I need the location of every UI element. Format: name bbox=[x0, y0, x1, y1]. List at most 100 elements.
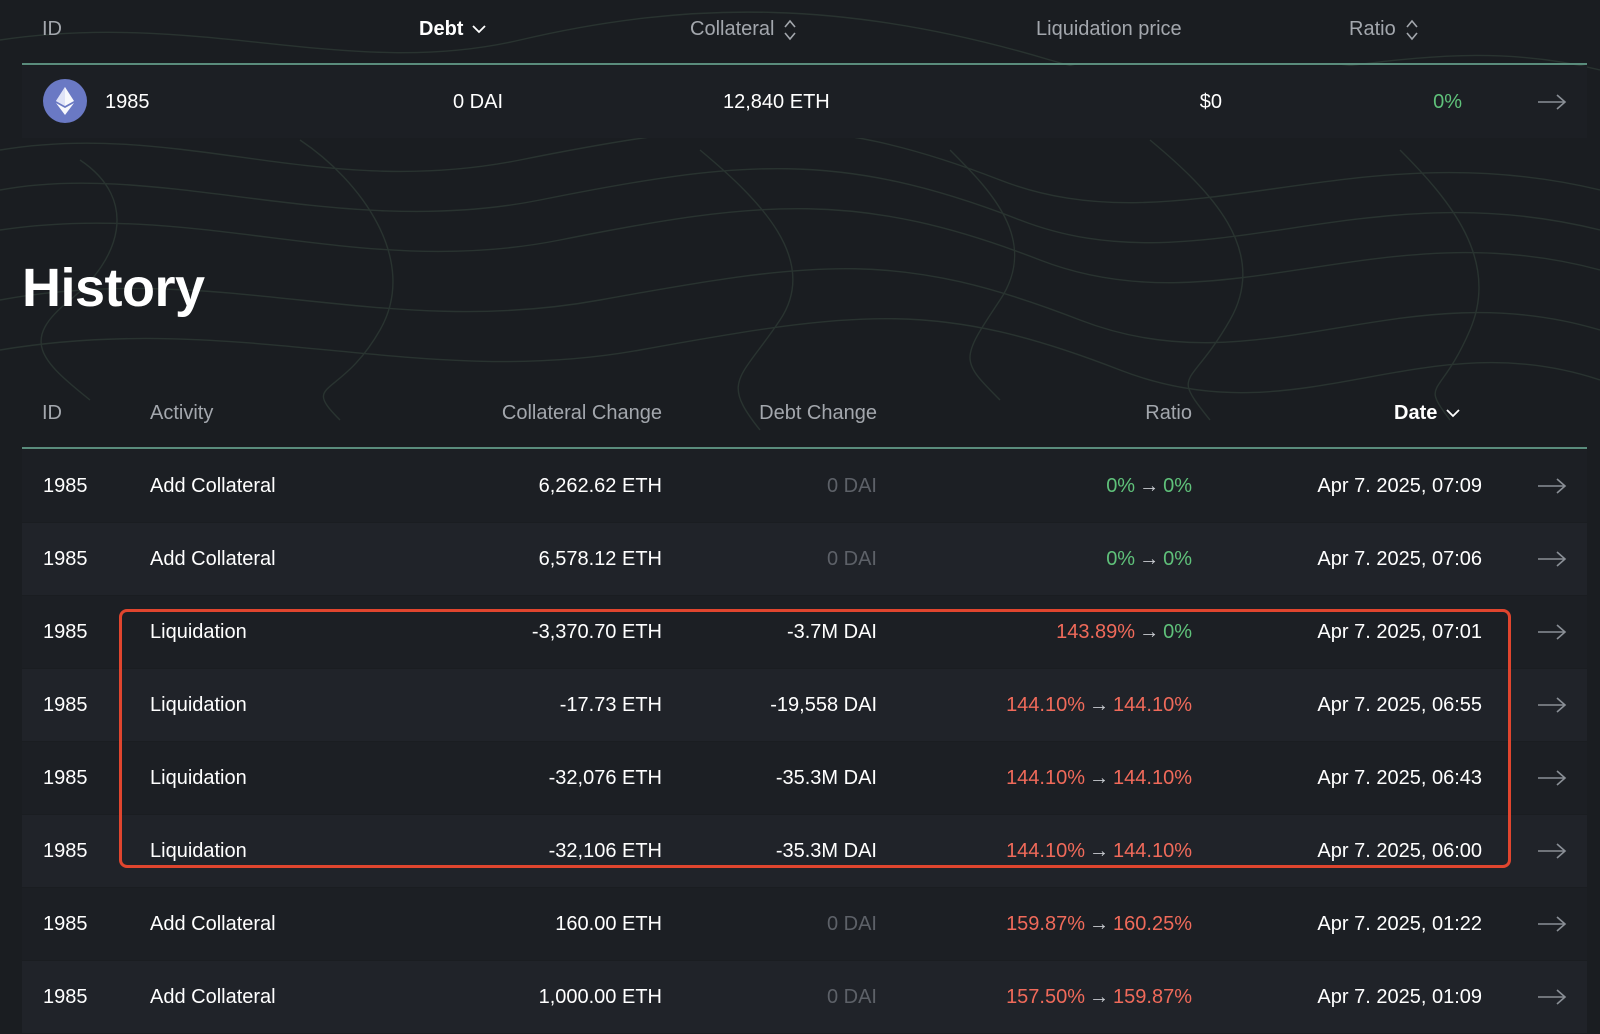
table-row[interactable]: 1985 Add Collateral 1,000.00 ETH 0 DAI 157.5… bbox=[22, 961, 1587, 1033]
arrow-right-icon[interactable] bbox=[1537, 622, 1567, 642]
row-collateral-change: 160.00 ETH bbox=[555, 913, 662, 935]
row-ratio: 0% → 0% bbox=[940, 474, 1192, 498]
vault-liquidation-price: $0 bbox=[1199, 91, 1222, 113]
vault-header-id: ID bbox=[42, 18, 62, 40]
ratio-to: 159.87% bbox=[1113, 986, 1192, 1008]
ethereum-icon bbox=[43, 79, 87, 123]
row-date: Apr 7. 2025, 06:43 bbox=[1317, 767, 1482, 789]
ratio-from: 159.87% bbox=[1006, 913, 1086, 935]
vault-collateral: 12,840 ETH bbox=[723, 91, 830, 113]
ratio-from: 0% bbox=[1106, 548, 1136, 570]
row-collateral-change: -3,370.70 ETH bbox=[531, 621, 662, 643]
row-activity: Add Collateral bbox=[150, 913, 276, 935]
row-id: 1985 bbox=[43, 986, 88, 1008]
ratio-to: 0% bbox=[1163, 548, 1192, 570]
vault-header-divider bbox=[22, 63, 1587, 65]
table-row[interactable]: 1985 Add Collateral 160.00 ETH 0 DAI 159.87%… bbox=[22, 888, 1587, 960]
ratio-to: 160.25% bbox=[1113, 913, 1192, 935]
row-ratio: 143.89% → 0% bbox=[940, 620, 1192, 644]
row-debt-change: -3.7M DAI bbox=[786, 621, 877, 643]
ratio-from: 144.10% bbox=[1006, 840, 1086, 862]
table-row[interactable]: 1985 Liquidation -17.73 ETH -19,558 DAI 144.… bbox=[22, 669, 1587, 741]
history-header-date[interactable]: Date bbox=[1394, 402, 1460, 425]
row-debt-change: -35.3M DAI bbox=[775, 840, 877, 862]
vault-row[interactable]: 1985 0 DAI 12,840 ETH $0 0% bbox=[22, 66, 1587, 138]
row-id: 1985 bbox=[43, 767, 88, 789]
table-row[interactable]: 1985 Add Collateral 6,262.62 ETH 0 DAI 0% → 0%… bbox=[22, 450, 1587, 522]
row-activity: Add Collateral bbox=[150, 548, 276, 570]
history-header-activity: Activity bbox=[150, 402, 214, 424]
table-row[interactable]: 1985 Liquidation -32,106 ETH -35.3M DAI 144.… bbox=[22, 815, 1587, 887]
history-header-ratio: Ratio bbox=[1145, 402, 1192, 424]
table-row[interactable]: 1985 Liquidation -32,076 ETH -35.3M DAI 144.… bbox=[22, 742, 1587, 814]
vault-debt: 0 DAI bbox=[453, 91, 504, 113]
row-debt-change: 0 DAI bbox=[826, 475, 877, 497]
arrow-right-icon: → bbox=[1139, 475, 1160, 497]
arrow-right-icon: → bbox=[1089, 694, 1110, 716]
row-debt-change: 0 DAI bbox=[826, 913, 877, 935]
row-collateral-change: 6,578.12 ETH bbox=[538, 548, 662, 570]
vault-id: 1985 bbox=[105, 91, 150, 113]
arrow-right-icon[interactable] bbox=[1537, 768, 1567, 788]
history-header-debt-change: Debt Change bbox=[759, 402, 877, 424]
row-date: Apr 7. 2025, 07:06 bbox=[1317, 548, 1482, 570]
arrow-right-icon[interactable] bbox=[1537, 914, 1567, 934]
row-ratio: 144.10% → 144.10% bbox=[940, 839, 1192, 863]
ratio-from: 0% bbox=[1106, 475, 1136, 497]
vault-header-collateral[interactable]: Collateral bbox=[690, 18, 797, 41]
row-collateral-change: -32,076 ETH bbox=[548, 767, 662, 789]
arrow-right-icon: → bbox=[1089, 913, 1110, 935]
vault-header-liquidation-price: Liquidation price bbox=[1036, 18, 1182, 40]
arrow-right-icon[interactable] bbox=[1537, 841, 1567, 861]
row-id: 1985 bbox=[43, 621, 88, 643]
ratio-to: 0% bbox=[1163, 475, 1192, 497]
arrow-right-icon[interactable] bbox=[1537, 476, 1567, 496]
arrow-right-icon: → bbox=[1089, 840, 1110, 862]
sort-icon bbox=[784, 19, 797, 40]
row-id: 1985 bbox=[43, 548, 88, 570]
row-ratio: 159.87% → 160.25% bbox=[940, 912, 1192, 936]
history-header-collateral-change: Collateral Change bbox=[501, 402, 662, 424]
ratio-from: 144.10% bbox=[1006, 694, 1086, 716]
ratio-from: 144.10% bbox=[1006, 767, 1086, 789]
row-date: Apr 7. 2025, 06:00 bbox=[1317, 840, 1482, 862]
row-activity: Liquidation bbox=[150, 767, 247, 789]
row-activity: Add Collateral bbox=[150, 475, 276, 497]
row-activity: Liquidation bbox=[150, 840, 247, 862]
vault-header-debt[interactable]: Debt bbox=[419, 18, 487, 41]
sort-icon bbox=[1406, 19, 1418, 40]
arrow-right-icon[interactable] bbox=[1537, 549, 1567, 569]
history-title: History bbox=[22, 258, 205, 318]
arrow-right-icon: → bbox=[1139, 621, 1160, 643]
arrow-right-icon[interactable] bbox=[1537, 987, 1567, 1007]
row-date: Apr 7. 2025, 01:22 bbox=[1317, 913, 1482, 935]
ratio-to: 0% bbox=[1163, 621, 1192, 643]
table-row[interactable]: 1985 Liquidation -3,370.70 ETH -3.7M DAI 143… bbox=[22, 596, 1587, 668]
ratio-to: 144.10% bbox=[1113, 840, 1192, 862]
arrow-right-icon[interactable] bbox=[1537, 695, 1567, 715]
chevron-down-icon bbox=[472, 25, 487, 34]
arrow-right-icon: → bbox=[1139, 548, 1160, 570]
vault-ratio: 0% bbox=[1433, 91, 1462, 113]
row-date: Apr 7. 2025, 07:09 bbox=[1317, 475, 1482, 497]
arrow-right-icon[interactable] bbox=[1537, 92, 1567, 112]
row-debt-change: -35.3M DAI bbox=[775, 767, 877, 789]
ratio-from: 143.89% bbox=[1056, 621, 1136, 643]
row-ratio: 157.50% → 159.87% bbox=[940, 985, 1192, 1009]
row-date: Apr 7. 2025, 07:01 bbox=[1317, 621, 1482, 643]
table-row[interactable]: 1985 Add Collateral 6,578.12 ETH 0 DAI 0% → 0%… bbox=[22, 523, 1587, 595]
arrow-right-icon: → bbox=[1089, 767, 1110, 789]
history-header-divider bbox=[22, 447, 1587, 449]
ratio-to: 144.10% bbox=[1113, 694, 1192, 716]
row-id: 1985 bbox=[43, 694, 88, 716]
row-ratio: 144.10% → 144.10% bbox=[940, 693, 1192, 717]
row-collateral-change: -32,106 ETH bbox=[548, 840, 662, 862]
row-activity: Liquidation bbox=[150, 694, 247, 716]
row-collateral-change: 6,262.62 ETH bbox=[538, 475, 662, 497]
row-collateral-change: 1,000.00 ETH bbox=[538, 986, 662, 1008]
vault-header-ratio[interactable]: Ratio bbox=[1349, 18, 1419, 41]
row-debt-change: 0 DAI bbox=[826, 548, 877, 570]
arrow-right-icon: → bbox=[1089, 986, 1110, 1008]
